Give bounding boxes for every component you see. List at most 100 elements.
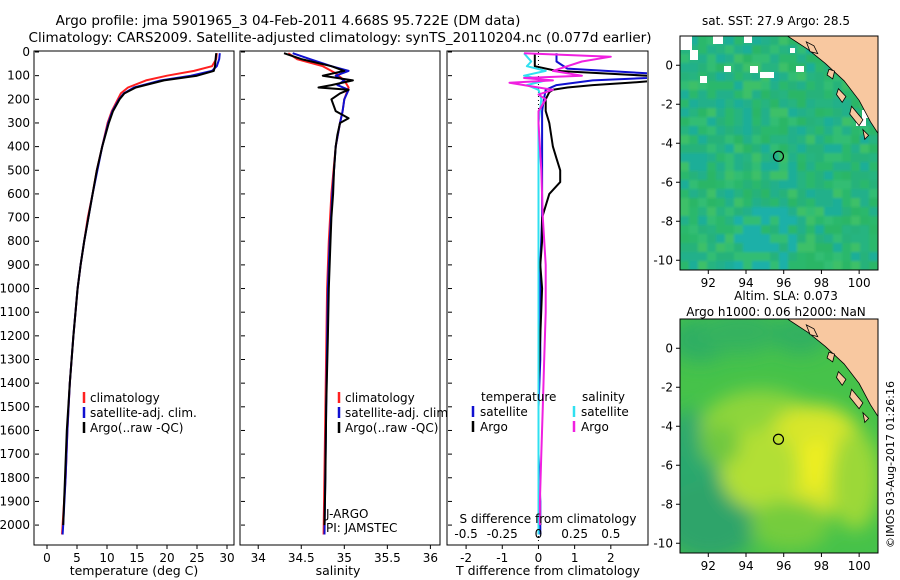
- sst-cell: [734, 198, 744, 208]
- sst-cell: [680, 99, 690, 109]
- lat-tick-label: -4: [661, 419, 673, 433]
- sst-cell: [734, 45, 744, 55]
- sst-cell: [725, 171, 735, 181]
- x-tick-label: -2: [460, 551, 472, 565]
- sst-cell: [797, 234, 807, 244]
- sst-cell: [779, 207, 789, 217]
- sst-cell: [734, 162, 744, 172]
- sst-cell: [860, 243, 870, 253]
- sst-cell: [698, 54, 708, 64]
- sst-island: [826, 68, 836, 80]
- sst-cell: [725, 225, 735, 235]
- sst-cell: [716, 81, 726, 91]
- sst-cell: [761, 153, 771, 163]
- sst-gap: [713, 36, 723, 44]
- sst-cell: [806, 225, 816, 235]
- sst-cell: [833, 171, 843, 181]
- sst-cell: [689, 243, 699, 253]
- sst-cell: [734, 243, 744, 253]
- sst-cell: [716, 90, 726, 100]
- x-tick-label: -1: [496, 551, 508, 565]
- sst-cell: [824, 207, 834, 217]
- sst-cell: [788, 126, 798, 136]
- sst-cell: [743, 99, 753, 109]
- sst-cell: [734, 90, 744, 100]
- sst-cell: [698, 117, 708, 127]
- sst-cell: [824, 135, 834, 145]
- sst-cell: [833, 153, 843, 163]
- sst-cell: [725, 162, 735, 172]
- sla-lat-axis: 0 -2 -4 -6 -8 -10: [653, 341, 680, 550]
- sst-cell: [725, 135, 735, 145]
- depth-tick-label: 1600: [0, 423, 30, 437]
- sst-cell: [770, 135, 780, 145]
- sst-cell: [698, 198, 708, 208]
- sst-cell: [815, 261, 825, 270]
- sst-cell: [842, 225, 852, 235]
- sst-cell: [680, 54, 690, 64]
- sst-cell: [806, 261, 816, 270]
- sst-cell: [797, 189, 807, 199]
- sst-cell: [689, 162, 699, 172]
- sst-cell: [707, 225, 717, 235]
- depth-tick-label: 1200: [0, 329, 30, 343]
- lat-tick-label: -8: [661, 497, 673, 511]
- x-tick-label: 1: [571, 551, 579, 565]
- sst-cell: [680, 162, 690, 172]
- sst-cell: [752, 90, 762, 100]
- sst-cell: [815, 243, 825, 253]
- sst-cell: [680, 198, 690, 208]
- sst-cell: [815, 99, 825, 109]
- sst-cell: [860, 207, 870, 217]
- sst-cell: [734, 36, 744, 46]
- sst-cell: [743, 72, 753, 82]
- sst-cell: [833, 207, 843, 217]
- sst-cell: [698, 90, 708, 100]
- sst-cell: [869, 252, 878, 262]
- sst-cell: [752, 117, 762, 127]
- sst-cell: [743, 171, 753, 181]
- x-tick-label: 20: [159, 551, 174, 565]
- sst-cell: [851, 225, 861, 235]
- sst-cell: [797, 207, 807, 217]
- sst-cell: [725, 252, 735, 262]
- sst-cell: [689, 198, 699, 208]
- sst-cell: [833, 243, 843, 253]
- sst-cell: [806, 171, 816, 181]
- sst-cell: [698, 252, 708, 262]
- sst-cell: [734, 54, 744, 64]
- sst-cell: [725, 234, 735, 244]
- sst-cell: [842, 234, 852, 244]
- sst-cell: [860, 162, 870, 172]
- sst-cell: [833, 117, 843, 127]
- lon-tick-label: 96: [776, 559, 791, 573]
- sst-cell: [716, 135, 726, 145]
- sst-cell: [824, 117, 834, 127]
- sla-map-area: [680, 319, 878, 553]
- lat-tick-label: -2: [661, 380, 673, 394]
- sst-cell: [680, 252, 690, 262]
- sst-cell: [797, 153, 807, 163]
- sst-cell: [770, 216, 780, 226]
- sst-cell: [851, 180, 861, 190]
- sst-cell: [680, 180, 690, 190]
- sst-cell: [833, 108, 843, 118]
- sst-cell: [707, 63, 717, 73]
- sst-cell: [788, 234, 798, 244]
- sst-cell: [707, 189, 717, 199]
- sst-cell: [689, 117, 699, 127]
- sst-cell: [824, 225, 834, 235]
- sst-cell: [743, 108, 753, 118]
- sst-cell: [707, 72, 717, 82]
- sst-cell: [725, 81, 735, 91]
- sst-cell: [851, 243, 861, 253]
- sst-cell: [824, 252, 834, 262]
- sst-cell: [833, 234, 843, 244]
- sst-cell: [788, 189, 798, 199]
- sst-cell: [779, 198, 789, 208]
- sst-cell: [770, 180, 780, 190]
- sst-cell: [833, 135, 843, 145]
- sst-cell: [716, 144, 726, 154]
- sst-cell: [698, 225, 708, 235]
- sst-cell: [698, 189, 708, 199]
